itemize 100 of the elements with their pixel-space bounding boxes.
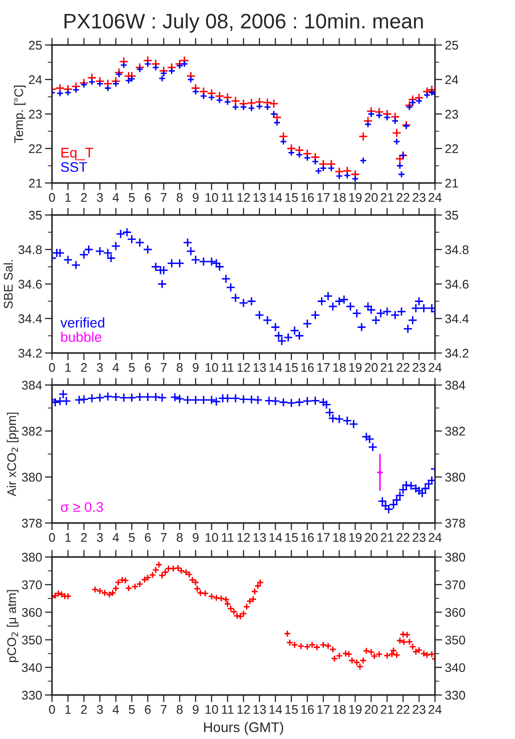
x-tick-label: 16	[301, 533, 314, 542]
x-tick-label: 20	[364, 533, 378, 542]
y-tick-label: 34.4	[18, 314, 42, 324]
x-tick-label: 18	[333, 533, 346, 542]
x-tick-label: 17	[317, 193, 330, 202]
x-tick-label: 17	[317, 533, 330, 542]
x-tick-label: 0	[49, 363, 55, 372]
x-tick-label: 1	[65, 705, 71, 714]
x-tick-label: 10	[206, 533, 218, 542]
chart-title: PX106W : July 08, 2006 : 10min. mean	[64, 13, 423, 33]
y2-tick-label: 382	[445, 426, 465, 436]
y2-tick-label: 34.8	[445, 245, 469, 254]
x-tick-label: 17	[317, 363, 330, 372]
x-tick-label: 22	[396, 193, 410, 202]
x-tick-label: 4	[112, 533, 119, 542]
y2-tick-label: 330	[445, 690, 466, 700]
x-tick-label: 8	[176, 363, 183, 372]
x-tick-label: 14	[269, 363, 282, 372]
x-tick-label: 3	[96, 705, 103, 714]
text: Eq_T	[61, 148, 94, 160]
y-tick-label: 382	[22, 426, 42, 436]
x-tick-label: 16	[301, 363, 314, 372]
x-tick-label: 24	[428, 533, 442, 542]
x-tick-label: 15	[285, 533, 298, 542]
x-tick-label: 18	[333, 363, 346, 372]
x-tick-label: 20	[364, 193, 378, 202]
x-tick-label: 23	[412, 193, 426, 202]
y2-tick-label: 24	[445, 75, 458, 84]
x-tick-label: 8	[176, 533, 183, 542]
x-tick-label: 12	[238, 533, 250, 542]
x-tick-label: 15	[285, 193, 298, 202]
x-tick-label: 24	[428, 705, 442, 714]
x-tick-label: 2	[81, 193, 87, 202]
y2-tick-label: 350	[445, 636, 466, 644]
x-tick-label: 16	[301, 193, 314, 202]
y-tick-label: 380	[22, 552, 42, 562]
x-tick-label: 13	[253, 705, 266, 714]
y-tick-label: 25	[29, 40, 42, 50]
x-tick-label: 23	[412, 363, 426, 372]
x-tick-label: 14	[269, 533, 282, 542]
y-tick-label: 23	[29, 110, 42, 119]
y2-tick-label: 340	[445, 663, 466, 672]
x-tick-label: 16	[301, 705, 314, 714]
x-tick-label: 12	[238, 705, 250, 714]
x-tick-label: 10	[206, 705, 218, 714]
y2-tick-label: 23	[445, 110, 458, 119]
x-tick-label: 24	[428, 363, 442, 372]
x-tick-label: 22	[396, 533, 410, 542]
y2-tick-label: 34.4	[445, 314, 469, 324]
x-tick-label: 21	[380, 705, 394, 714]
x-tick-label: 13	[253, 363, 266, 372]
y-tick-label: 378	[22, 518, 42, 528]
x-tick-label: 9	[192, 193, 199, 202]
y2-tick-label: 22	[445, 144, 458, 154]
x-tick-label: 2	[81, 363, 87, 372]
x-tick-label: 10	[206, 193, 218, 202]
x-tick-label: 13	[253, 533, 266, 542]
x-tick-label: 11	[222, 193, 234, 202]
y2-tick-label: 34.6	[445, 280, 468, 289]
x-tick-label: 4	[112, 705, 119, 714]
x-tick-label: 21	[380, 533, 394, 542]
x-tick-label: 13	[253, 193, 266, 202]
y-tick-label: 21	[29, 178, 42, 188]
y2-tick-label: 378	[445, 518, 466, 528]
text: σ ≥ 0.3	[60, 502, 103, 512]
y2-tick-label: 384	[445, 380, 466, 390]
x-tick-label: 9	[192, 533, 199, 542]
x-axis-title: Hours (GMT)	[204, 722, 284, 735]
y2-tick-label: 380	[445, 552, 466, 562]
x-tick-label: 2	[81, 705, 87, 714]
y-tick-label: 384	[22, 380, 42, 390]
x-tick-label: 4	[112, 193, 119, 202]
y-tick-label: 340	[22, 663, 42, 672]
x-tick-label: 1	[65, 193, 71, 202]
x-tick-label: 1	[65, 363, 71, 372]
y-tick-label: 380	[22, 472, 42, 482]
x-tick-label: 8	[176, 193, 183, 202]
x-tick-label: 18	[333, 705, 346, 714]
text: SST	[60, 162, 88, 172]
x-tick-label: 8	[176, 705, 183, 714]
x-tick-label: 24	[428, 193, 442, 202]
y-axis-title: pCO$_{2}$ [μ atm]	[6, 590, 19, 662]
x-tick-label: 23	[412, 533, 426, 542]
x-tick-label: 14	[269, 193, 282, 202]
x-tick-label: 7	[160, 533, 167, 542]
y2-tick-label: 35	[445, 210, 458, 220]
x-tick-label: 19	[349, 363, 362, 372]
y2-tick-label: 370	[445, 580, 466, 590]
x-tick-label: 3	[96, 533, 103, 542]
x-tick-label: 22	[396, 363, 410, 372]
x-tick-label: 7	[160, 363, 167, 372]
y-tick-label: 35	[28, 210, 42, 220]
x-tick-label: 23	[412, 705, 426, 714]
x-tick-label: 0	[49, 193, 55, 202]
x-tick-label: 6	[144, 193, 151, 202]
x-tick-label: 5	[128, 363, 135, 372]
x-tick-label: 17	[317, 705, 330, 714]
y2-tick-label: 34.2	[445, 348, 468, 358]
y-tick-label: 34.2	[18, 348, 42, 358]
x-tick-label: 5	[128, 705, 135, 714]
